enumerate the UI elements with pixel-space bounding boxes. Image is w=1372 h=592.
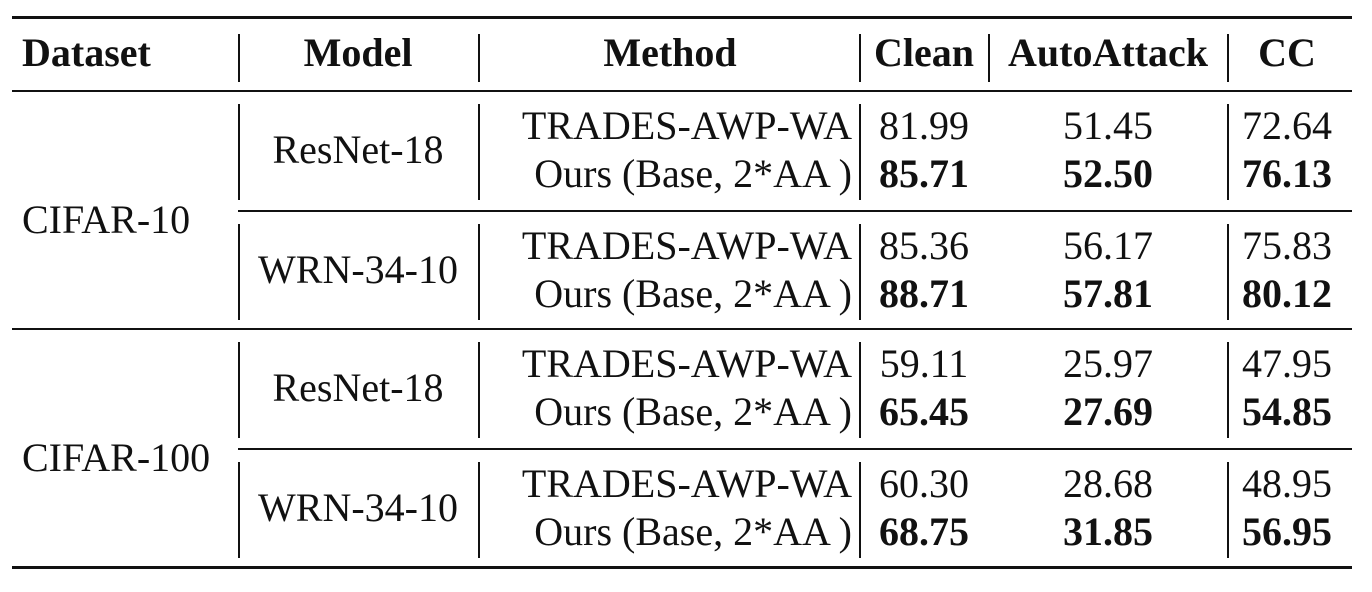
cc-value: 76.13 [1242,151,1332,196]
model-label: WRN-34-10 [258,485,458,530]
column-separator [859,224,861,320]
bottom-rule [12,566,1352,569]
column-separator [478,462,480,558]
clean-value: 81.99 [879,103,969,148]
header-method: Method [603,30,737,75]
cc-value: 75.83 [1242,223,1332,268]
cc-value: 48.95 [1242,461,1332,506]
column-separator [238,104,240,200]
autoattack-value: 56.17 [1063,223,1153,268]
cc-value: 54.85 [1242,389,1332,434]
header-clean: Clean [874,30,974,75]
clean-value: 85.71 [879,151,969,196]
method-cell: TRADES-AWP-WA [521,223,852,268]
method-cell: Ours (Base, 2*AA ) [534,271,852,316]
autoattack-value: 57.81 [1063,271,1153,316]
clean-value: 60.30 [879,461,969,506]
clean-value: 88.71 [879,271,969,316]
dataset-label: CIFAR-10 [22,197,191,242]
dataset-label: CIFAR-100 [22,435,211,480]
column-separator [238,224,240,320]
method-cell: TRADES-AWP-WA [521,341,852,386]
column-separator [1227,224,1229,320]
model-divider-rule [238,448,1352,450]
autoattack-value: 51.45 [1063,103,1153,148]
top-rule [12,16,1352,19]
method-cell: Ours (Base, 2*AA ) [534,389,852,434]
column-separator [859,462,861,558]
cc-value: 56.95 [1242,509,1332,554]
autoattack-value: 52.50 [1063,151,1153,196]
clean-value: 68.75 [879,509,969,554]
group-divider-rule [12,328,1352,330]
header-dataset: Dataset [22,30,151,75]
autoattack-value: 31.85 [1063,509,1153,554]
column-separator [478,342,480,438]
column-separator [1227,342,1229,438]
method-cell: Ours (Base, 2*AA ) [534,151,852,196]
column-separator [478,34,480,82]
column-separator [238,342,240,438]
cc-value: 47.95 [1242,341,1332,386]
column-separator [1227,34,1229,82]
model-label: WRN-34-10 [258,247,458,292]
header-cc: CC [1258,30,1316,75]
header-rule [12,90,1352,92]
column-separator [859,342,861,438]
cc-value: 80.12 [1242,271,1332,316]
model-label: ResNet-18 [272,127,444,172]
column-separator [988,34,990,82]
column-separator [1227,462,1229,558]
autoattack-value: 28.68 [1063,461,1153,506]
header-autoattack: AutoAttack [1008,30,1208,75]
column-separator [238,462,240,558]
model-divider-rule [238,210,1352,212]
autoattack-value: 27.69 [1063,389,1153,434]
clean-value: 59.11 [879,341,969,386]
method-cell: TRADES-AWP-WA [521,461,852,506]
cc-value: 72.64 [1242,103,1332,148]
column-separator [859,104,861,200]
column-separator [1227,104,1229,200]
clean-value: 85.36 [879,223,969,268]
autoattack-value: 25.97 [1063,341,1153,386]
clean-value: 65.45 [879,389,969,434]
method-cell: TRADES-AWP-WA [521,103,852,148]
column-separator [478,224,480,320]
column-separator [238,34,240,82]
column-separator [859,34,861,82]
model-label: ResNet-18 [272,365,444,410]
column-separator [478,104,480,200]
method-cell: Ours (Base, 2*AA ) [534,509,852,554]
header-model: Model [303,30,413,75]
